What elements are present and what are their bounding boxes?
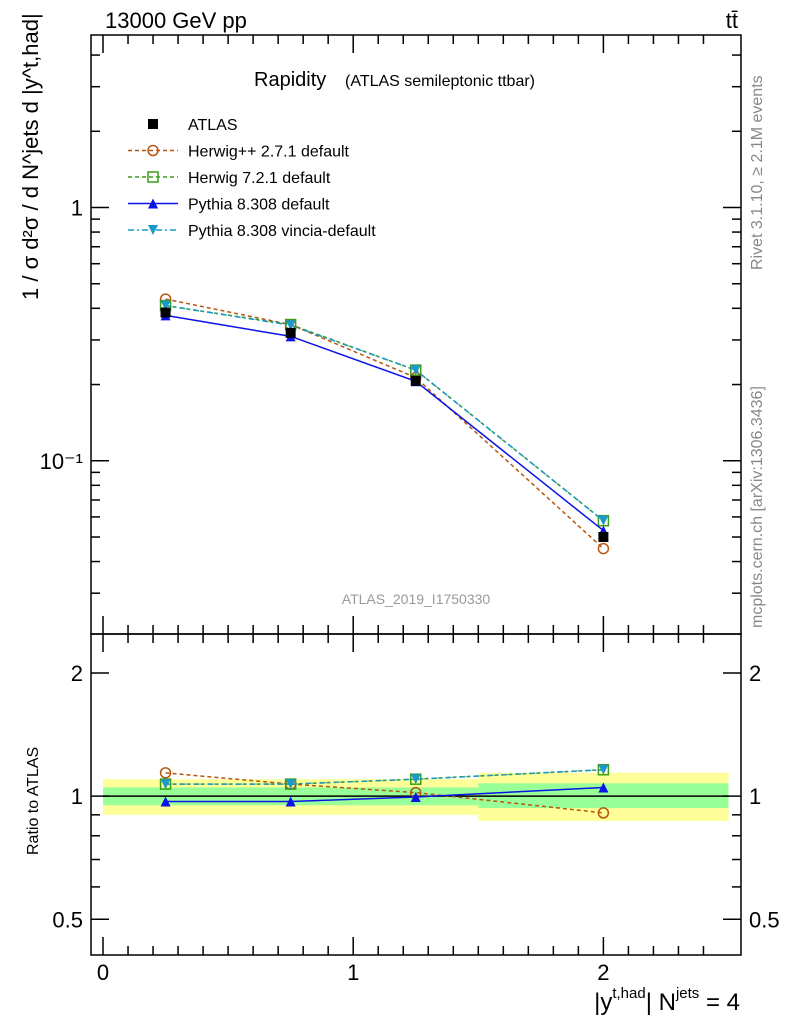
- marker-triangle-up: [598, 782, 609, 793]
- legend-label: ATLAS: [188, 117, 238, 134]
- x-tick-label: 2: [597, 960, 609, 985]
- x-tick-label: 1: [347, 960, 359, 985]
- analysis-watermark: ATLAS_2019_I1750330: [342, 591, 491, 607]
- data-series: [159, 293, 610, 819]
- marker-open-circle: [159, 767, 172, 779]
- marker-triangle-down: [410, 365, 421, 376]
- marker-triangle-down: [285, 320, 296, 331]
- marker-triangle-down: [598, 764, 609, 775]
- legend-label: Herwig 7.2.1 default: [188, 170, 331, 187]
- header-energy: 13000 GeV pp: [105, 8, 247, 33]
- marker-triangle-down: [410, 774, 421, 785]
- marker-open-circle: [597, 542, 610, 555]
- legend-label: Pythia 8.308 default: [188, 197, 330, 214]
- marker-triangle-up: [148, 198, 158, 209]
- marker-triangle-up: [410, 792, 421, 803]
- legend-label: Pythia 8.308 vincia-default: [188, 223, 376, 240]
- marker-triangle-down: [160, 779, 171, 790]
- ratio-y-tick-label-right: 1: [749, 784, 761, 809]
- marker-triangle-up: [160, 796, 171, 807]
- ratio-y-axis-label: Ratio to ATLAS: [25, 747, 42, 855]
- marker-triangle-down: [160, 300, 171, 311]
- y-axis-label: 1 / σ d²σ / d N^jets d |y^t,had|: [18, 13, 43, 300]
- mcplots-label: mcplots.cern.ch [arXiv:1306.3436]: [749, 386, 766, 628]
- x-tick-label: 0: [97, 960, 109, 985]
- ratio-y-tick-label: 2: [71, 661, 83, 686]
- ratio-line-1: [165, 772, 604, 814]
- ratio-plot-frame: [90, 633, 742, 956]
- chart-title: Rapidity: [254, 69, 326, 91]
- legend: ATLAS Herwig++ 2.7.1 default Herwig 7.2.1 …: [128, 117, 376, 240]
- header-process: tt̄: [726, 8, 738, 33]
- series-line-4: [165, 304, 604, 522]
- series-line-3: [165, 314, 604, 532]
- marker-triangle-down: [598, 515, 609, 526]
- marker-square: [285, 327, 296, 338]
- marker-open-circle: [147, 144, 159, 157]
- marker-square: [148, 119, 158, 129]
- y-tick-label: 1: [71, 196, 83, 221]
- ratio-y-tick-label-right: 2: [749, 661, 761, 686]
- x-axis-label: |yt,had| Njets = 4: [594, 985, 740, 1016]
- y-tick-label: 10⁻¹: [40, 449, 83, 474]
- ratio-y-tick-label: 1: [71, 784, 83, 809]
- marker-square: [598, 532, 609, 543]
- marker-square: [160, 307, 171, 318]
- chart-subtitle: (ATLAS semileptonic ttbar): [345, 73, 535, 90]
- ratio-y-tick-label-right: 0.5: [749, 907, 780, 932]
- marker-triangle-down: [148, 225, 158, 235]
- ratio-y-tick-label: 0.5: [52, 907, 83, 932]
- rivet-label: Rivet 3.1.10, ≥ 2.1M events: [749, 75, 766, 270]
- series-line-1: [165, 298, 604, 550]
- ratio-line-2: [165, 768, 604, 785]
- marker-triangle-down: [285, 779, 296, 790]
- axis-ticks: 1 10⁻¹ 2 2 1 1 0.5 0.5 0 1 2: [40, 35, 780, 985]
- marker-open-circle: [597, 807, 610, 819]
- legend-label: Herwig++ 2.7.1 default: [188, 144, 350, 161]
- marker-open-square: [147, 171, 159, 183]
- marker-triangle-up: [285, 796, 296, 807]
- ratio-line-4: [165, 768, 604, 785]
- ratio-line-3: [165, 786, 604, 803]
- marker-square: [410, 375, 421, 386]
